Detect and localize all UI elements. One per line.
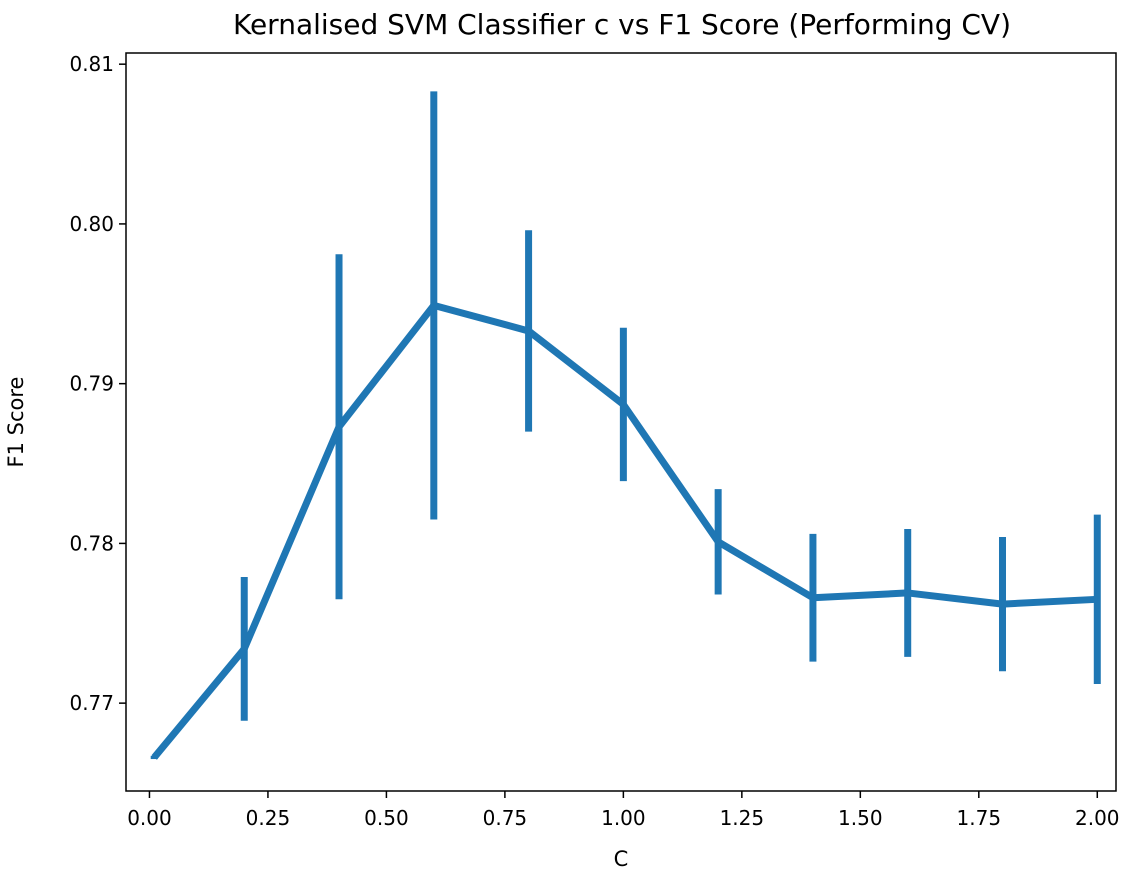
y-tick-label: 0.78: [69, 531, 114, 555]
chart-title: Kernalised SVM Classifier c vs F1 Score …: [233, 8, 1011, 41]
x-axis-label: C: [614, 847, 629, 871]
x-tick-label: 0.00: [127, 806, 172, 830]
x-tick-label: 1.75: [957, 806, 1002, 830]
plot-frame: [125, 52, 1117, 792]
y-tick-label: 0.79: [69, 372, 114, 396]
plot-area: [150, 91, 1101, 760]
series-line: [151, 301, 1098, 760]
x-tick-label: 0.75: [483, 806, 528, 830]
x-axis: 0.00 0.25 0.50 0.75 1.00 1.25 1.50 1.75 2.00: [127, 791, 1120, 830]
x-tick-label: 0.50: [364, 806, 409, 830]
x-tick-label: 1.25: [720, 806, 765, 830]
x-tick-label: 2.00: [1075, 806, 1120, 830]
y-tick-label: 0.81: [69, 52, 114, 76]
y-axis-label: F1 Score: [4, 377, 28, 468]
y-axis: 0.77 0.78 0.79 0.80 0.81: [69, 52, 126, 715]
x-tick-label: 1.00: [601, 806, 646, 830]
y-tick-label: 0.77: [69, 691, 114, 715]
x-tick-label: 1.50: [838, 806, 883, 830]
x-tick-label: 0.25: [246, 806, 291, 830]
y-tick-label: 0.80: [69, 212, 114, 236]
